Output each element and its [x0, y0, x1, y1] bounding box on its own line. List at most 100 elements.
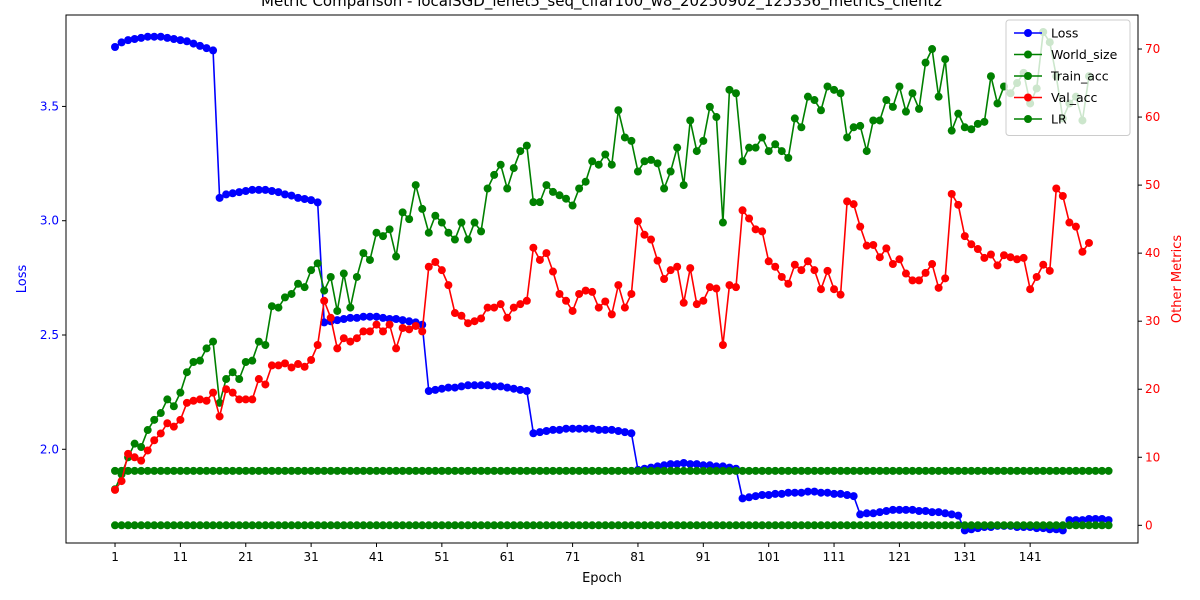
val-acc-point — [444, 281, 453, 290]
train-acc-point — [581, 177, 590, 186]
lr-point — [235, 521, 244, 530]
world-size-point — [758, 466, 767, 475]
val-acc-point — [843, 197, 852, 206]
val-acc-point — [1071, 222, 1080, 231]
val-acc-point — [986, 250, 995, 259]
val-acc-point — [614, 281, 623, 290]
val-acc-point — [548, 267, 557, 276]
legend-label-loss: Loss — [1051, 26, 1078, 41]
lr-point — [934, 521, 943, 530]
x-tick-label: 121 — [888, 550, 911, 564]
lr-point — [209, 521, 218, 530]
loss-point — [797, 488, 806, 497]
world-size-point — [477, 466, 486, 475]
lr-point — [993, 521, 1002, 530]
world-size-point — [954, 466, 963, 475]
val-acc-point — [803, 257, 812, 266]
world-size-point — [503, 466, 512, 475]
train-acc-point — [660, 184, 669, 193]
loss-point — [398, 316, 407, 325]
lr-point — [1052, 521, 1061, 530]
train-acc-point — [156, 409, 165, 418]
world-size-point — [457, 466, 466, 475]
val-acc-point — [111, 485, 120, 494]
loss-point — [875, 508, 884, 517]
train-acc-point — [588, 157, 597, 166]
val-acc-point — [529, 243, 538, 252]
val-acc-point — [758, 227, 767, 236]
lr-point — [875, 521, 884, 530]
train-acc-point — [287, 289, 296, 298]
lr-point — [163, 521, 172, 530]
val-acc-point — [313, 341, 322, 349]
lr-point — [718, 521, 727, 530]
loss-point — [568, 424, 577, 433]
loss-point — [803, 487, 812, 496]
val-acc-point — [640, 230, 649, 239]
loss-point — [333, 316, 342, 325]
world-size-point — [1065, 466, 1074, 475]
lr-point — [1045, 521, 1054, 530]
world-size-point — [516, 466, 525, 475]
x-tick-label: 61 — [500, 550, 515, 564]
val-acc-point — [725, 281, 734, 290]
world-size-point — [777, 466, 786, 475]
train-acc-point — [372, 228, 381, 237]
loss-point — [692, 460, 701, 469]
world-size-point — [182, 466, 191, 475]
loss-point — [156, 32, 165, 41]
lr-point — [633, 521, 642, 530]
x-axis-title: Epoch — [582, 571, 622, 586]
lr-point — [856, 521, 865, 530]
lr-point — [771, 521, 780, 530]
legend-marker-world-size — [1024, 50, 1032, 59]
lr-point — [196, 521, 204, 530]
loss-point — [522, 387, 531, 395]
val-acc-point — [333, 344, 342, 353]
world-size-point — [274, 466, 283, 475]
lr-point — [1084, 521, 1093, 530]
lr-point — [398, 521, 407, 530]
lr-point — [673, 521, 682, 530]
train-acc-point — [202, 344, 211, 353]
series-world-size — [111, 466, 1113, 475]
loss-point — [287, 191, 296, 200]
world-size-point — [450, 466, 459, 475]
loss-point — [862, 509, 871, 518]
world-size-point — [856, 466, 865, 475]
series-layer — [111, 28, 1113, 535]
loss-point — [810, 487, 819, 496]
train-acc-point — [790, 114, 799, 123]
loss-point — [196, 41, 204, 50]
val-acc-point — [300, 362, 309, 371]
legend-marker-train-acc — [1024, 72, 1032, 80]
loss-point — [385, 315, 394, 323]
train-acc-point — [986, 72, 995, 81]
train-acc-point — [725, 85, 734, 94]
lr-point — [176, 521, 185, 530]
train-acc-point — [339, 269, 348, 278]
lr-point — [640, 521, 649, 530]
lr-point — [130, 521, 139, 530]
loss-point — [758, 491, 767, 499]
world-size-point — [248, 466, 257, 475]
loss-point — [751, 492, 760, 501]
val-acc-point — [267, 361, 276, 370]
train-acc-point — [503, 184, 512, 193]
world-size-point — [267, 466, 276, 475]
val-acc-point — [143, 446, 152, 455]
loss-point — [228, 189, 237, 198]
val-acc-point — [248, 395, 257, 404]
val-acc-point — [320, 296, 329, 305]
x-tick-label: 71 — [565, 550, 580, 564]
loss-point — [607, 425, 616, 434]
loss-point — [901, 505, 910, 514]
loss-point — [790, 488, 799, 497]
val-acc-point — [712, 284, 721, 293]
train-acc-point — [830, 85, 839, 94]
world-size-point — [1000, 466, 1008, 475]
loss-point — [777, 489, 786, 498]
val-acc-point — [967, 240, 976, 249]
train-acc-point — [535, 198, 544, 207]
lr-point — [182, 521, 191, 530]
